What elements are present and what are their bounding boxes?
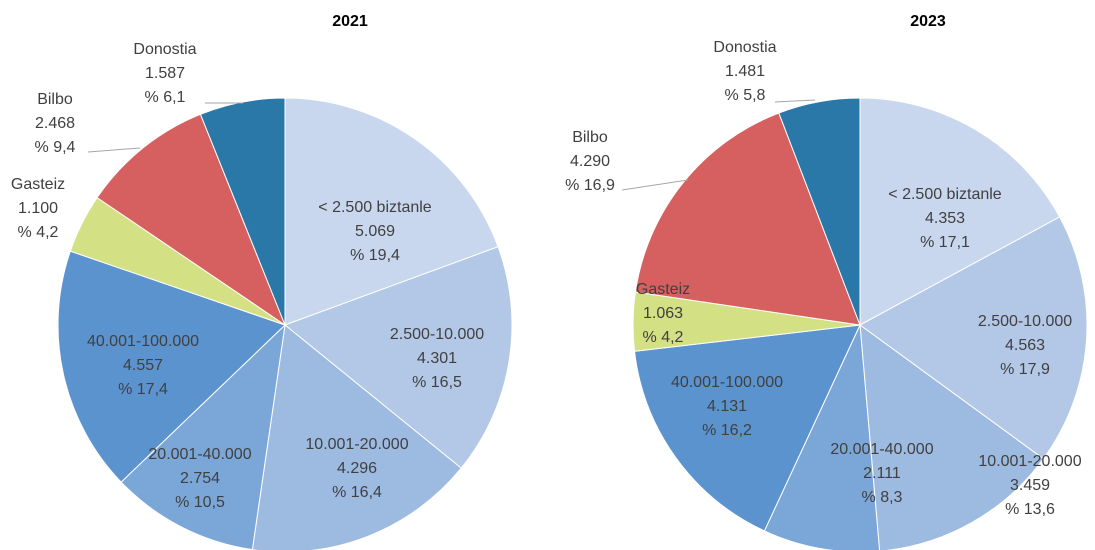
- slice-percent: % 9,4: [35, 139, 76, 156]
- slice-percent: % 17,1: [920, 234, 970, 251]
- slice-value: 1.481: [725, 63, 765, 80]
- slice-value: 4.296: [337, 460, 377, 477]
- slice-value: 4.557: [123, 357, 163, 374]
- pie-slice: [859, 97, 1061, 326]
- slice-value: 3.459: [1010, 477, 1050, 494]
- leader-line: [621, 179, 689, 191]
- pie-slice: [120, 323, 286, 550]
- pie-slice: [634, 112, 861, 326]
- pie-chart: 2023 < 2.500 biztanle 4.353 % 17,1 2.500-10.…: [565, 13, 1088, 550]
- slice-category: Bilbo: [37, 91, 73, 108]
- slice-value: 2.468: [35, 115, 75, 132]
- slice-category: Gasteiz: [11, 176, 65, 193]
- slice-category: 2.500-10.000: [978, 313, 1072, 330]
- slice-value: 4.563: [1005, 337, 1045, 354]
- slice-percent: % 8,3: [862, 489, 903, 506]
- slice-value: 4.290: [570, 153, 610, 170]
- slice-category: 40.001-100.000: [87, 333, 199, 350]
- slice-value: 1.063: [643, 305, 683, 322]
- chart-title: 2021: [332, 13, 368, 30]
- slice-percent: % 13,6: [1005, 501, 1055, 518]
- slice-percent: % 16,4: [332, 484, 382, 501]
- slice-value: 1.587: [145, 65, 185, 82]
- pie-slice: [859, 216, 1088, 460]
- pie-slice: [778, 97, 861, 326]
- slice-percent: % 10,5: [175, 494, 225, 511]
- leader-line: [774, 99, 816, 103]
- pie-slice: [633, 324, 861, 532]
- slice-percent: % 17,4: [118, 381, 168, 398]
- slice-category: < 2.500 biztanle: [318, 199, 432, 216]
- slice-category: 20.001-40.000: [148, 446, 251, 463]
- slice-percent: % 16,5: [412, 374, 462, 391]
- slice-category: 40.001-100.000: [671, 374, 783, 391]
- slice-percent: % 6,1: [145, 89, 186, 106]
- slice-percent: % 4,2: [18, 224, 59, 241]
- slice-value: 4.353: [925, 210, 965, 227]
- pie-slice: [251, 324, 462, 550]
- pie-slice: [57, 250, 286, 483]
- pie-slice: [96, 113, 287, 327]
- chart-title: 2023: [910, 13, 946, 30]
- pie-chart: 2021 < 2.500 biztanle 5.069 % 19,4 2.500-10.…: [11, 13, 513, 550]
- slice-value: 4.301: [417, 350, 457, 367]
- slice-value: 2.754: [180, 470, 220, 487]
- slice-value: 4.131: [707, 398, 747, 415]
- pie-slice: [763, 323, 881, 550]
- slice-value: 1.100: [18, 200, 58, 217]
- slice-percent: % 5,8: [725, 87, 766, 104]
- pie-slice: [284, 97, 499, 326]
- slice-percent: % 16,9: [565, 177, 615, 194]
- slice-category: 20.001-40.000: [830, 441, 933, 458]
- leader-line: [87, 147, 141, 153]
- slice-category: 10.001-20.000: [978, 453, 1081, 470]
- slice-category: Donostia: [133, 41, 196, 58]
- slice-category: 2.500-10.000: [390, 326, 484, 343]
- slice-category: 10.001-20.000: [305, 436, 408, 453]
- slice-value: 5.069: [355, 223, 395, 240]
- slice-category: Bilbo: [572, 129, 608, 146]
- slice-percent: % 4,2: [643, 329, 684, 346]
- pie-slice: [859, 323, 1045, 550]
- slice-percent: % 19,4: [350, 247, 400, 264]
- slice-category: Gasteiz: [636, 281, 690, 298]
- pie-slice: [284, 246, 513, 469]
- pie-slice: [199, 97, 286, 326]
- slice-percent: % 17,9: [1000, 361, 1050, 378]
- slice-percent: % 16,2: [702, 422, 752, 439]
- slice-category: Donostia: [713, 39, 776, 56]
- slice-category: < 2.500 biztanle: [888, 186, 1002, 203]
- slice-value: 2.111: [863, 465, 901, 482]
